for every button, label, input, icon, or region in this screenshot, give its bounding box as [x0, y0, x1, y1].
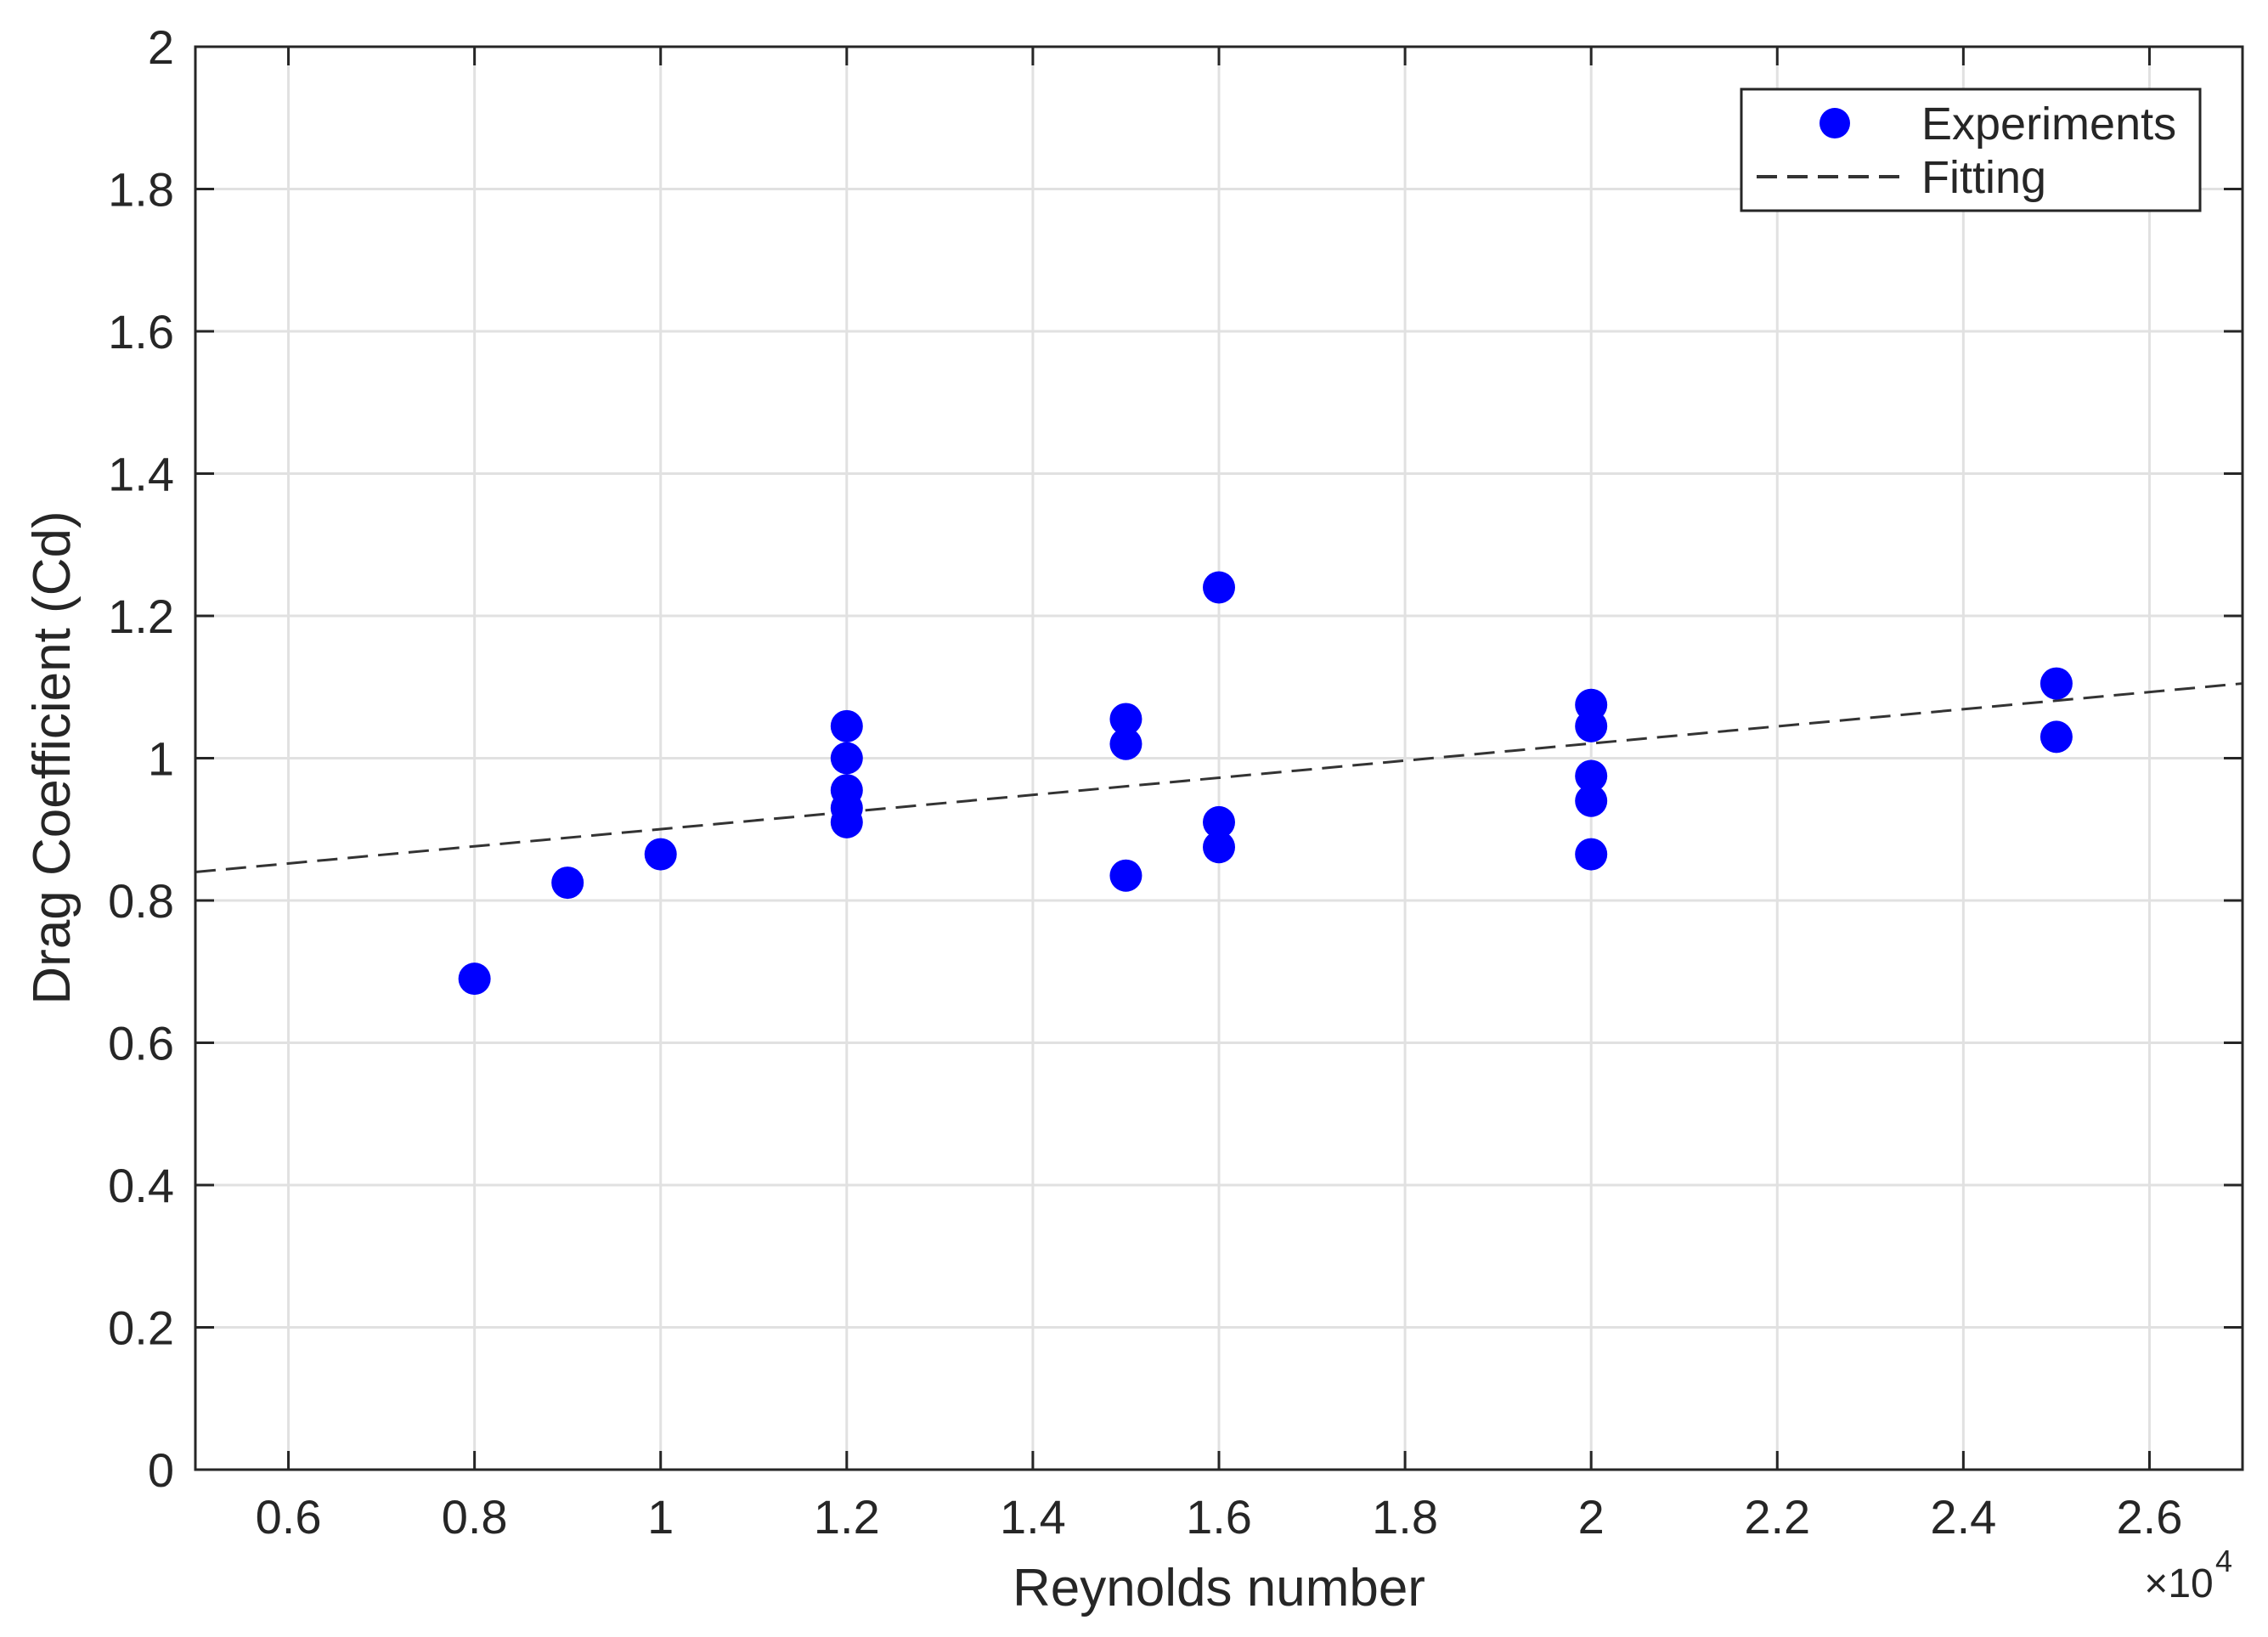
experiment-point: [830, 742, 863, 775]
experiment-point: [644, 838, 677, 871]
experiment-point: [1109, 703, 1142, 736]
x-tick-label: 2: [1578, 1490, 1605, 1544]
x-tick-label: 2.2: [1744, 1490, 1810, 1544]
x-tick-label: 1.2: [814, 1490, 880, 1544]
legend-experiments-marker: [1819, 108, 1850, 138]
x-exponent-power: 4: [2215, 1544, 2232, 1578]
y-tick-label: 1.6: [108, 305, 174, 358]
x-tick-label: 2.4: [1930, 1490, 1996, 1544]
experiment-point: [830, 774, 863, 807]
experiment-point: [1575, 784, 1608, 817]
x-tick-label: 0.8: [442, 1490, 508, 1544]
axis-ticks: [195, 45, 2243, 1471]
x-exponent-base: ×10: [2144, 1561, 2213, 1606]
experiment-points-group: [458, 571, 2073, 996]
y-tick-label: 0.8: [108, 874, 174, 928]
experiment-point: [2040, 667, 2073, 700]
experiment-point: [1109, 727, 1142, 760]
y-tick-label: 1.4: [108, 448, 174, 501]
experiment-point: [1203, 831, 1235, 864]
experiment-point: [2040, 720, 2073, 754]
x-tick-label: 1.6: [1186, 1490, 1252, 1544]
legend: Experiments Fitting: [1740, 87, 2202, 212]
experiment-point: [551, 866, 584, 900]
legend-box: [1740, 87, 2202, 212]
y-tick-label: 0.4: [108, 1159, 174, 1212]
x-tick-label: 1.8: [1372, 1490, 1438, 1544]
y-axis-title: Drag Coefficient (Cd): [23, 511, 82, 1004]
experiment-point: [1203, 805, 1235, 838]
y-tick-label: 2: [148, 20, 174, 74]
y-tick-label: 0: [148, 1443, 174, 1497]
experiment-point: [1203, 571, 1235, 604]
x-tick-labels: 0.6 0.8 1 1.2 1.4 1.6 1.8 2 2.2 2.4 2.6: [256, 1490, 2183, 1544]
y-tick-label: 1.8: [108, 163, 174, 217]
y-tick-label: 0.2: [108, 1301, 174, 1355]
legend-fitting-label: Fitting: [1921, 152, 2046, 203]
experiment-point: [1575, 688, 1608, 721]
y-tick-label: 1: [148, 732, 174, 786]
fitting-line-group: [195, 682, 2243, 873]
x-tick-label: 1: [647, 1490, 674, 1544]
experiment-point: [458, 962, 491, 996]
x-tick-label: 0.6: [256, 1490, 322, 1544]
experiment-point: [1109, 859, 1142, 892]
y-tick-label: 1.2: [108, 590, 174, 643]
experiment-point: [830, 709, 863, 742]
x-axis-exponent: ×10 4: [2144, 1544, 2232, 1606]
experiment-point: [1575, 759, 1608, 793]
x-axis-title: Reynolds number: [1013, 1559, 1425, 1617]
legend-experiments-label: Experiments: [1921, 99, 2176, 150]
y-tick-labels: 0 0.2 0.4 0.6 0.8 1 1.2 1.4 1.6 1.8 2: [108, 20, 174, 1497]
experiment-point: [1575, 838, 1608, 871]
y-tick-label: 0.6: [108, 1017, 174, 1070]
x-tick-label: 2.6: [2117, 1490, 2183, 1544]
x-tick-label: 1.4: [1000, 1490, 1066, 1544]
fitting-line: [195, 682, 2243, 873]
